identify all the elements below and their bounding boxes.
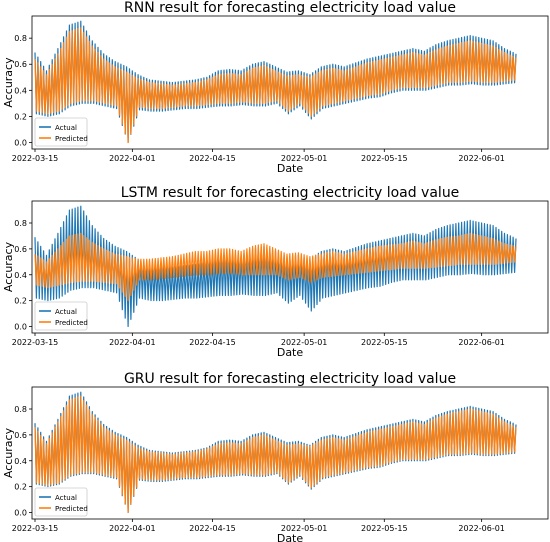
x-tick-label: 2022-06-01 xyxy=(458,154,505,163)
y-tick-label: 0.8 xyxy=(14,34,27,43)
chart-title: LSTM result for forecasting electricity … xyxy=(121,185,460,201)
y-tick-label: 0.6 xyxy=(14,245,27,254)
x-tick-label: 2022-04-15 xyxy=(189,154,236,163)
legend-box xyxy=(34,301,88,331)
legend-label: Actual xyxy=(55,308,77,316)
series-line-predicted xyxy=(34,232,517,302)
x-tick-label: 2022-05-01 xyxy=(281,524,328,533)
plot-frame xyxy=(31,15,549,150)
legend: Actual Predicted xyxy=(34,301,88,331)
y-tick-label: 0.0 xyxy=(14,509,27,518)
y-tick-label: 0.8 xyxy=(14,219,27,228)
x-axis-label: Date xyxy=(277,532,304,542)
y-tick-label: 0.2 xyxy=(14,297,27,306)
y-axis-label: Accuracy xyxy=(2,57,15,108)
y-tick-label: 0.0 xyxy=(14,138,27,147)
legend-label: Predicted xyxy=(55,319,88,327)
y-tick-label: 0.0 xyxy=(14,323,27,332)
legend-label: Actual xyxy=(55,124,77,132)
y-tick-label: 0.8 xyxy=(14,405,27,414)
plot-frame xyxy=(31,200,549,334)
x-tick-label: 2022-04-01 xyxy=(109,524,156,533)
x-axis-label: Date xyxy=(277,346,304,359)
legend-box xyxy=(34,117,88,147)
legend: Actual Predicted xyxy=(34,117,88,147)
chart-panel-0: RNN result for forecasting electricity l… xyxy=(2,0,549,175)
y-tick-label: 0.4 xyxy=(14,86,27,95)
x-tick-label: 2022-03-15 xyxy=(12,524,59,533)
x-tick-label: 2022-03-15 xyxy=(12,154,59,163)
legend: Actual Predicted xyxy=(34,487,88,517)
x-tick-label: 2022-05-01 xyxy=(281,338,328,347)
chart-title: GRU result for forecasting electricity l… xyxy=(124,371,456,387)
legend-label: Predicted xyxy=(55,135,88,143)
series-line-actual xyxy=(34,391,517,514)
y-tick-label: 0.6 xyxy=(14,60,27,69)
y-axis-label: Accuracy xyxy=(2,427,15,478)
y-tick-label: 0.2 xyxy=(14,483,27,492)
chart-title: RNN result for forecasting electricity l… xyxy=(124,0,456,16)
chart-panel-2: GRU result for forecasting electricity l… xyxy=(2,371,549,542)
legend-box xyxy=(34,487,88,517)
x-tick-label: 2022-05-15 xyxy=(361,338,408,347)
x-tick-label: 2022-06-01 xyxy=(458,524,505,533)
y-tick-label: 0.6 xyxy=(14,431,27,440)
legend-label: Actual xyxy=(55,494,77,502)
chart-panel-1: LSTM result for forecasting electricity … xyxy=(2,185,549,359)
x-tick-label: 2022-03-15 xyxy=(12,338,59,347)
plot-frame xyxy=(31,386,549,520)
x-tick-label: 2022-05-01 xyxy=(281,154,328,163)
x-axis-label: Date xyxy=(277,162,304,175)
y-axis-label: Accuracy xyxy=(2,241,15,292)
series-line-predicted xyxy=(34,27,517,144)
series-line-predicted xyxy=(34,395,517,514)
y-tick-label: 0.4 xyxy=(14,457,27,466)
x-tick-label: 2022-04-01 xyxy=(109,154,156,163)
x-tick-label: 2022-06-01 xyxy=(458,338,505,347)
x-tick-label: 2022-05-15 xyxy=(361,524,408,533)
x-tick-label: 2022-05-15 xyxy=(361,154,408,163)
x-tick-label: 2022-04-01 xyxy=(109,338,156,347)
x-tick-label: 2022-04-15 xyxy=(189,524,236,533)
series-line-actual xyxy=(34,20,517,144)
legend-label: Predicted xyxy=(55,505,88,513)
x-tick-label: 2022-04-15 xyxy=(189,338,236,347)
y-tick-label: 0.4 xyxy=(14,271,27,280)
y-tick-label: 0.2 xyxy=(14,112,27,121)
